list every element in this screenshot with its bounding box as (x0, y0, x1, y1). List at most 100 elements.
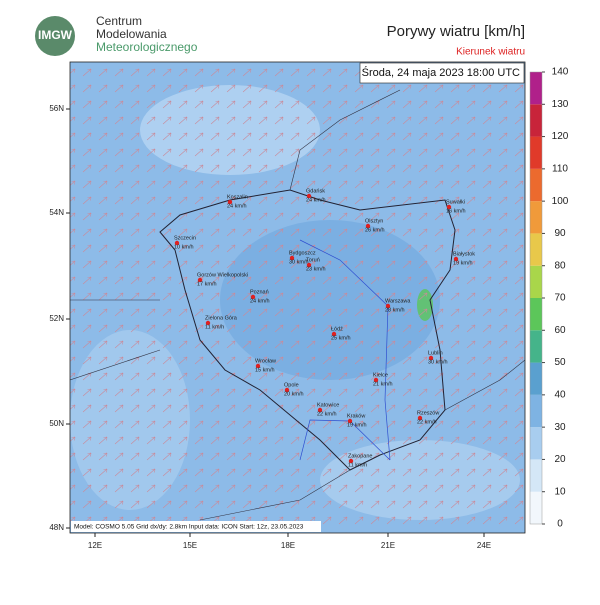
city-dot (446, 204, 452, 210)
map-frame (69, 61, 526, 534)
city-dot (365, 223, 371, 229)
city-name: Bydgoszcz (289, 250, 316, 256)
title: Porywy wiatru [km/h] (387, 23, 525, 40)
city-name: Zielona Góra (205, 315, 238, 321)
org-name: Modelowania (96, 27, 167, 41)
colorbar-label: 120 (552, 131, 569, 142)
colorbar-label: 140 (552, 67, 569, 78)
city-dot (331, 331, 337, 337)
colorbar-label: 110 (552, 163, 568, 174)
colorbar-bin (530, 394, 542, 428)
lat-label: 52N (49, 314, 64, 323)
colorbar-bin (530, 168, 542, 202)
border (70, 89, 525, 521)
city-wind: 24 km/h (250, 298, 270, 304)
org-name: Meteorologicznego (96, 40, 198, 54)
logo-text: IMGW (38, 28, 73, 42)
city-wind: 25 km/h (331, 335, 351, 341)
city-name: Koszalin (227, 194, 248, 200)
city-name: Olsztyn (365, 218, 383, 224)
city-wind: 11 km/h (348, 462, 367, 468)
city-dot (255, 363, 261, 369)
city-dot (205, 320, 211, 326)
city-name: Gdańsk (306, 188, 325, 194)
colorbar-bin (530, 72, 542, 105)
city-name: Szczecin (174, 235, 196, 241)
colorbar: 0 10 20 30 40 50 60 70 80 90 100 110 120 130 140 (529, 67, 569, 530)
city-name: Wrocław (255, 358, 276, 364)
city-wind: 11 km/h (205, 324, 224, 330)
city-name: Poznań (250, 289, 269, 295)
city-dot (385, 303, 391, 309)
colorbar-label: 10 (554, 486, 566, 497)
city-wind: 21 km/h (373, 381, 393, 387)
logo-circle (35, 16, 75, 56)
colorbar-label: 0 (557, 519, 563, 530)
city-dot (306, 262, 312, 268)
lat-label: 50N (49, 419, 64, 428)
city-dot (453, 256, 459, 262)
city-name: Lublin (428, 350, 443, 356)
city-wind: 28 km/h (385, 307, 405, 313)
city-dot (373, 377, 379, 383)
lat-label: 48N (49, 523, 64, 532)
cities: Koszalin 24 km/h Gdańsk 24 km/h Suwałki 16 km… (174, 188, 475, 468)
city-name: Gorzów Wielkopolski (197, 272, 248, 278)
timestamp: Środa, 24 maja 2023 18:00 UTC (362, 66, 520, 79)
subtitle: Kierunek wiatru (456, 47, 525, 58)
colorbar-label: 90 (554, 228, 566, 239)
city-wind: 22 km/h (417, 419, 437, 425)
city-wind: 10 km/h (174, 244, 194, 250)
wind-arrows (70, 62, 525, 533)
city-wind: 30 km/h (428, 359, 448, 365)
lon-label: 21E (381, 541, 395, 550)
city-name: Katowice (317, 402, 339, 408)
colorbar-bin (530, 330, 542, 363)
footer: Model: COSMO 5.05 Grid dx/dy: 2.8km Inpu… (74, 524, 304, 531)
colorbar-label: 40 (554, 389, 566, 400)
city-dot (250, 294, 256, 300)
city-wind: 19 km/h (347, 422, 367, 428)
city-dot (306, 193, 312, 199)
city-name: Białystok (453, 251, 475, 257)
city-dot (317, 407, 323, 413)
timestamp-box (359, 62, 525, 84)
org-name: Centrum (96, 14, 142, 28)
colorbar-label: 30 (554, 422, 566, 433)
city-name: Kraków (347, 413, 365, 419)
colorbar-bin (530, 104, 542, 137)
city-wind: 17 km/h (197, 281, 217, 287)
city-wind: 20 km/h (284, 391, 304, 397)
colorbar-label: 70 (554, 293, 566, 304)
city-dot (428, 355, 434, 361)
city-name: Opole (284, 382, 299, 388)
lon-label: 18E (281, 541, 295, 550)
city-dot (289, 255, 295, 261)
lon-label: 12E (88, 541, 102, 550)
colorbar-label: 60 (554, 325, 566, 336)
city-wind: 24 km/h (227, 203, 247, 209)
colorbar-label: 20 (554, 454, 566, 465)
colorbar-bin (530, 233, 542, 266)
city-name: Kielce (373, 372, 388, 378)
city-dot (417, 415, 423, 421)
colorbar-bin (530, 265, 542, 298)
city-name: Łódź (331, 326, 343, 332)
colorbar-label: 50 (554, 357, 566, 368)
city-wind: 22 km/h (317, 411, 337, 417)
city-dot (174, 240, 180, 246)
city-wind: 16 km/h (446, 208, 466, 214)
colorbar-bin (530, 427, 542, 460)
colorbar-label: 130 (552, 99, 569, 110)
axes: 56N 54N 52N 50N 48N 12E 15E 18E 21E 24E (49, 104, 491, 550)
city-dot (284, 387, 290, 393)
lon-label: 15E (183, 541, 197, 550)
city-name: Zakopane (348, 453, 372, 459)
colorbar-bin (530, 298, 542, 331)
city-wind: 26 km/h (365, 227, 385, 233)
lon-label: 24E (477, 541, 491, 550)
city-dot (348, 458, 354, 464)
city-dot (347, 418, 353, 424)
